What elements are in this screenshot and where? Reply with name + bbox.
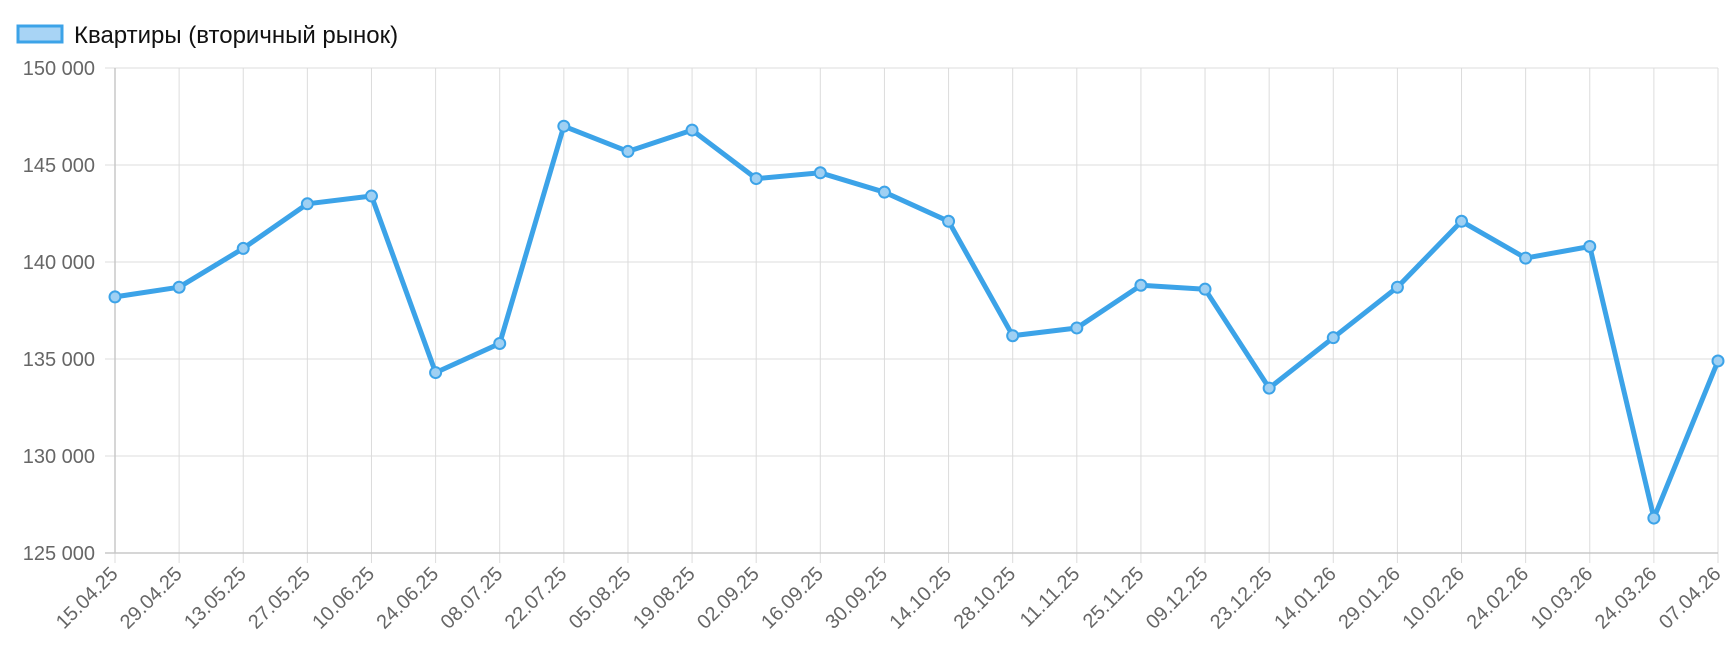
x-tick-label: 08.07.25 [437, 563, 508, 634]
y-axis-ticks: 150 000 145 000 140 000 135 000 130 000 125 0… [23, 58, 95, 565]
x-tick-label: 22.07.25 [501, 563, 572, 634]
data-point[interactable] [621, 144, 635, 158]
x-tick-label: 14.01.26 [1270, 563, 1341, 634]
data-point[interactable] [429, 366, 443, 380]
data-point[interactable] [557, 119, 571, 133]
x-tick-label: 25.11.25 [1079, 563, 1149, 633]
data-point[interactable] [1134, 278, 1148, 292]
y-tick-label: 150 000 [23, 58, 95, 80]
x-tick-label: 14.10.25 [885, 563, 956, 634]
data-point[interactable] [877, 185, 891, 199]
data-point[interactable] [1647, 511, 1661, 525]
data-point[interactable] [813, 166, 827, 180]
x-tick-label: 29.04.25 [116, 563, 187, 634]
data-point[interactable] [685, 123, 699, 137]
x-tick-label: 11.11.25 [1016, 563, 1085, 632]
x-tick-label: 15.04.25 [52, 563, 123, 634]
data-point[interactable] [493, 336, 507, 350]
x-tick-label: 24.02.26 [1463, 563, 1534, 634]
series-line [112, 123, 1721, 521]
x-tick-label: 07.04.26 [1655, 563, 1726, 634]
x-tick-label: 13.05.25 [180, 563, 251, 634]
x-tick-label: 24.03.26 [1591, 563, 1662, 634]
data-point[interactable] [1711, 354, 1725, 368]
y-tick-label: 130 000 [23, 446, 95, 468]
x-tick-label: 10.02.26 [1398, 563, 1469, 634]
x-tick-label: 10.03.26 [1527, 563, 1598, 634]
legend-swatch [16, 24, 64, 44]
y-tick-label: 125 000 [23, 543, 95, 565]
x-tick-label: 28.10.25 [950, 563, 1021, 634]
data-point[interactable] [1519, 251, 1533, 265]
data-point[interactable] [942, 214, 956, 228]
data-point[interactable] [108, 290, 122, 304]
data-point[interactable] [1583, 239, 1597, 253]
grid [105, 67, 1719, 563]
x-axis-ticks: 15.04.2529.04.2513.05.2527.05.2510.06.25… [52, 563, 1726, 634]
x-tick-label: 16.09.25 [757, 563, 828, 634]
legend[interactable]: Квартиры (вторичный рынок) [16, 22, 398, 49]
series-layer [108, 119, 1725, 525]
x-tick-label: 29.01.26 [1334, 563, 1405, 634]
data-point[interactable] [236, 241, 250, 255]
x-tick-label: 09.12.25 [1142, 563, 1213, 634]
data-point[interactable] [300, 197, 314, 211]
x-tick-label: 30.09.25 [821, 563, 892, 634]
y-tick-label: 135 000 [23, 349, 95, 371]
y-tick-label: 145 000 [23, 155, 95, 177]
data-point[interactable] [1262, 381, 1276, 395]
x-tick-label: 02.09.25 [693, 563, 764, 634]
x-tick-label: 19.08.25 [629, 563, 700, 634]
data-point[interactable] [1390, 280, 1404, 294]
y-tick-label: 140 000 [23, 252, 95, 274]
x-tick-label: 27.05.25 [244, 563, 315, 634]
axes [105, 68, 1718, 554]
legend-label: Квартиры (вторичный рынок) [74, 22, 398, 49]
data-point[interactable] [1326, 331, 1340, 345]
data-point[interactable] [1070, 321, 1084, 335]
data-point[interactable] [749, 172, 763, 186]
data-point[interactable] [364, 189, 378, 203]
x-tick-label: 05.08.25 [565, 563, 636, 634]
data-point[interactable] [1198, 282, 1212, 296]
data-point[interactable] [1455, 214, 1469, 228]
x-tick-label: 24.06.25 [373, 563, 444, 634]
data-point[interactable] [1006, 329, 1020, 343]
x-tick-label: 23.12.25 [1206, 563, 1277, 634]
data-point[interactable] [172, 280, 186, 294]
x-tick-label: 10.06.25 [308, 563, 379, 634]
